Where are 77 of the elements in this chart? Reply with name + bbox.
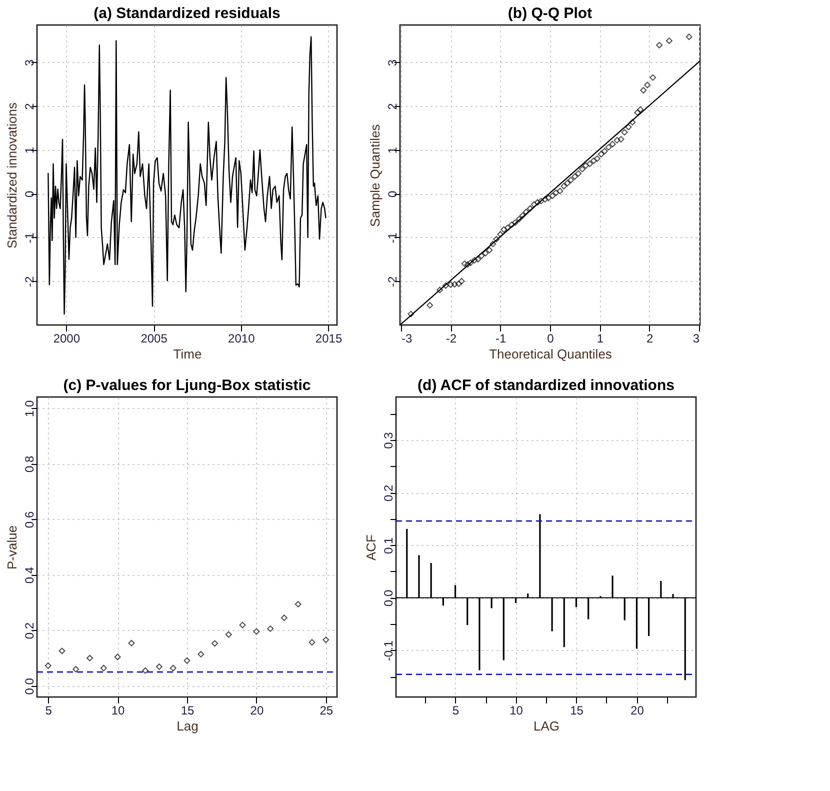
x-tick-label: 2 <box>646 332 654 346</box>
y-tick-label: 3 <box>22 59 36 66</box>
x-tick-label: 3 <box>692 332 700 346</box>
x-tick-label: 2000 <box>53 332 80 346</box>
y-tick-label: 0.4 <box>22 566 36 584</box>
point <box>239 622 246 628</box>
x-tick-label: 5 <box>45 704 52 718</box>
x-tick-label: -3 <box>401 332 412 346</box>
x-axis-title: Time <box>173 346 202 362</box>
point <box>253 628 260 635</box>
y-tick-label: -0.1 <box>382 640 396 662</box>
y-axis-title: Sample Quantiles <box>368 124 382 227</box>
y-tick-label: 3 <box>386 59 400 66</box>
line-series <box>48 36 326 315</box>
chart-title: (a) Standardized residuals <box>94 5 280 22</box>
x-tick-label: 20 <box>250 704 264 718</box>
x-tick-label: 20 <box>630 704 644 718</box>
x-tick-label: 10 <box>510 704 524 718</box>
x-tick-label: 2010 <box>228 332 256 346</box>
point <box>198 650 204 658</box>
chart-title: (c) P-values for Ljung-Box statistic <box>63 377 311 394</box>
y-tick-label: 0.0 <box>382 590 396 607</box>
point <box>100 664 107 672</box>
x-tick-label: 0 <box>547 332 554 346</box>
y-tick-label: 0.0 <box>22 678 36 695</box>
y-tick-label: 1.0 <box>22 400 36 417</box>
y-tick-label: 0 <box>386 190 400 198</box>
point <box>267 625 274 632</box>
y-tick-label: -1 <box>22 232 36 244</box>
y-tick-label: 0.3 <box>382 432 396 449</box>
point <box>212 640 218 647</box>
point <box>184 657 190 664</box>
x-tick-label: 15 <box>180 704 194 718</box>
x-axis-title: Lag <box>176 718 198 734</box>
x-tick-label: -2 <box>446 332 457 346</box>
x-tick-label: -1 <box>495 332 506 346</box>
y-tick-label: 2 <box>22 102 36 110</box>
x-tick-label: 15 <box>570 704 584 718</box>
point <box>294 600 302 608</box>
y-axis-title: P-value <box>4 525 20 570</box>
point <box>128 640 135 646</box>
y-tick-label: -2 <box>22 276 36 288</box>
x-tick-label: 25 <box>320 704 334 718</box>
x-axis-title: LAG <box>533 718 560 734</box>
y-tick-label: 0.2 <box>22 622 36 640</box>
point <box>114 654 121 660</box>
y-tick-label: 2 <box>386 102 400 110</box>
point <box>225 631 232 638</box>
x-tick-label: 2005 <box>140 332 168 346</box>
y-tick-label: 0 <box>22 190 36 198</box>
point <box>308 639 316 646</box>
y-tick-label: 0.8 <box>22 456 36 473</box>
point <box>322 636 330 644</box>
point <box>86 654 94 662</box>
point <box>72 666 80 672</box>
y-tick-label: 0.6 <box>22 511 36 528</box>
chart-title: (d) ACF of standardized innovations <box>418 377 674 394</box>
y-axis-title: ACF <box>364 534 378 560</box>
chart-title: (b) Q-Q Plot <box>508 5 592 22</box>
y-tick-label: 1 <box>386 146 400 154</box>
y-axis-title: Standardized innovations <box>4 102 20 248</box>
y-tick-label: 0.2 <box>382 484 396 502</box>
y-tick-label: 1 <box>22 146 36 154</box>
x-tick-label: 2015 <box>315 332 342 346</box>
point <box>170 664 176 672</box>
x-tick-label: 10 <box>111 704 126 718</box>
y-tick-label: -2 <box>386 276 400 288</box>
x-axis-title: Theoretical Quantiles <box>489 346 612 362</box>
point <box>58 648 66 654</box>
point <box>280 614 288 622</box>
point <box>44 662 52 669</box>
y-tick-label: -1 <box>386 232 400 244</box>
point <box>156 663 162 670</box>
x-tick-label: 1 <box>596 332 604 346</box>
point <box>142 667 149 674</box>
x-tick-label: 5 <box>452 704 460 718</box>
y-tick-label: 0.1 <box>382 536 396 554</box>
